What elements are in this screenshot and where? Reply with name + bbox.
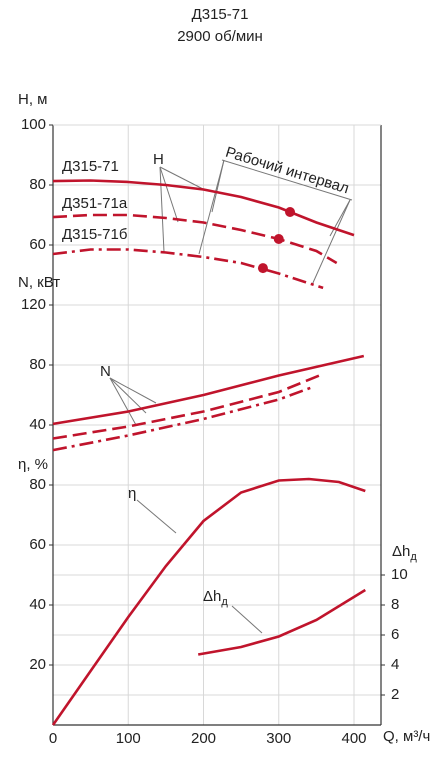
y-tick-label: 60 bbox=[29, 536, 46, 553]
x-tick-label: 400 bbox=[341, 730, 366, 747]
leader bbox=[109, 377, 147, 414]
curve bbox=[52, 354, 365, 426]
leader bbox=[159, 166, 165, 253]
y-tick-label: 80 bbox=[29, 356, 46, 373]
series-name: Д315-71б bbox=[62, 226, 127, 243]
x-tick-label: 200 bbox=[191, 730, 216, 747]
marks bbox=[51, 179, 366, 726]
y-tick-label: 20 bbox=[29, 656, 46, 673]
annotation: Рабочий интервал bbox=[223, 144, 351, 198]
leader bbox=[109, 377, 137, 426]
curve bbox=[52, 386, 311, 452]
y-axis-label: N, кВт bbox=[18, 274, 60, 291]
curve-label: H bbox=[153, 151, 164, 168]
series-name: Д315-71 bbox=[62, 158, 119, 175]
x-tick-label: 0 bbox=[49, 730, 57, 747]
curve bbox=[52, 179, 355, 237]
leader bbox=[109, 377, 157, 404]
curve bbox=[51, 477, 366, 726]
leader bbox=[159, 166, 179, 223]
leader bbox=[311, 199, 351, 286]
label-main: Δh bbox=[392, 543, 410, 560]
chart-title: Д315-71 bbox=[192, 6, 249, 23]
y-tick-label: 120 bbox=[21, 296, 46, 313]
curve bbox=[52, 372, 324, 440]
chart-subtitle: 2900 об/мин bbox=[177, 28, 263, 45]
y-tick-label: 40 bbox=[29, 596, 46, 613]
curve bbox=[52, 213, 338, 265]
y-tick-label: 8 bbox=[391, 596, 399, 613]
y-tick-label: 100 bbox=[21, 116, 46, 133]
curve-label: N bbox=[100, 363, 111, 380]
y-axis-label: Δhд bbox=[392, 543, 417, 563]
label-main: Δh bbox=[203, 588, 221, 605]
y-tick-label: 40 bbox=[29, 416, 46, 433]
operating-point bbox=[285, 207, 296, 217]
leader bbox=[329, 199, 351, 237]
curve bbox=[197, 588, 366, 656]
operating-point bbox=[257, 263, 268, 274]
leader bbox=[221, 159, 353, 201]
x-axis-label: Q, м³/ч bbox=[383, 728, 430, 745]
leaders bbox=[109, 159, 353, 634]
label-sub: д bbox=[221, 596, 228, 608]
x-tick-label: 300 bbox=[266, 730, 291, 747]
y-tick-label: 80 bbox=[29, 476, 46, 493]
y-tick-label: 2 bbox=[391, 686, 399, 703]
y-axis-label: η, % bbox=[18, 456, 48, 473]
leader bbox=[159, 166, 206, 191]
leader bbox=[136, 499, 177, 534]
operating-point bbox=[273, 234, 284, 244]
curve-label: Δhд bbox=[203, 588, 228, 608]
y-tick-label: 6 bbox=[391, 626, 399, 643]
leader bbox=[231, 605, 263, 634]
y-tick-label: 10 bbox=[391, 566, 408, 583]
grid bbox=[52, 124, 382, 725]
y-tick-label: 4 bbox=[391, 656, 399, 673]
curve bbox=[52, 248, 324, 290]
y-axis-label: H, м bbox=[18, 91, 47, 108]
x-tick-label: 100 bbox=[116, 730, 141, 747]
curve-label: η bbox=[128, 485, 136, 502]
leader bbox=[198, 159, 225, 255]
y-tick-label: 60 bbox=[29, 236, 46, 253]
y-tick-label: 80 bbox=[29, 176, 46, 193]
series-name: Д351-71а bbox=[62, 195, 128, 212]
label-sub: д bbox=[410, 551, 417, 563]
